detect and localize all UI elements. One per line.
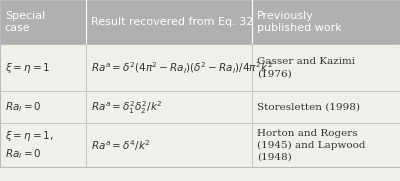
Bar — [86, 123, 252, 167]
Bar — [0, 91, 86, 123]
Text: $\xi = \eta = 1,$
$Ra_I = 0$: $\xi = \eta = 1,$ $Ra_I = 0$ — [5, 129, 54, 161]
Text: $Ra^a = \delta^2(4\pi^2 - Ra_I)(\delta^2 - Ra_I)/4\pi^2k^2$: $Ra^a = \delta^2(4\pi^2 - Ra_I)(\delta^2… — [91, 60, 273, 76]
Bar — [0, 0, 86, 44]
Text: Previously
published work: Previously published work — [257, 11, 342, 33]
Bar — [252, 0, 400, 44]
Text: Storesletten (1998): Storesletten (1998) — [257, 103, 360, 112]
Text: $\xi = \eta = 1$: $\xi = \eta = 1$ — [5, 61, 50, 75]
Bar — [86, 91, 252, 123]
Bar — [252, 91, 400, 123]
Bar — [86, 0, 252, 44]
Text: $Ra^a = \delta_1^2\delta_2^2/k^2$: $Ra^a = \delta_1^2\delta_2^2/k^2$ — [91, 99, 162, 116]
Text: $Ra^a = \delta^4/k^2$: $Ra^a = \delta^4/k^2$ — [91, 138, 150, 153]
Bar — [252, 44, 400, 91]
Text: $Ra_I = 0$: $Ra_I = 0$ — [5, 100, 42, 114]
Bar — [86, 44, 252, 91]
Text: Result recovered from Eq. 32: Result recovered from Eq. 32 — [91, 17, 253, 27]
Bar — [0, 44, 86, 91]
Text: Horton and Rogers
(1945) and Lapwood
(1948): Horton and Rogers (1945) and Lapwood (19… — [257, 129, 365, 162]
Bar — [252, 123, 400, 167]
Text: Special
case: Special case — [5, 11, 45, 33]
Text: Gasser and Kazimi
(1976): Gasser and Kazimi (1976) — [257, 58, 355, 78]
Bar — [0, 123, 86, 167]
